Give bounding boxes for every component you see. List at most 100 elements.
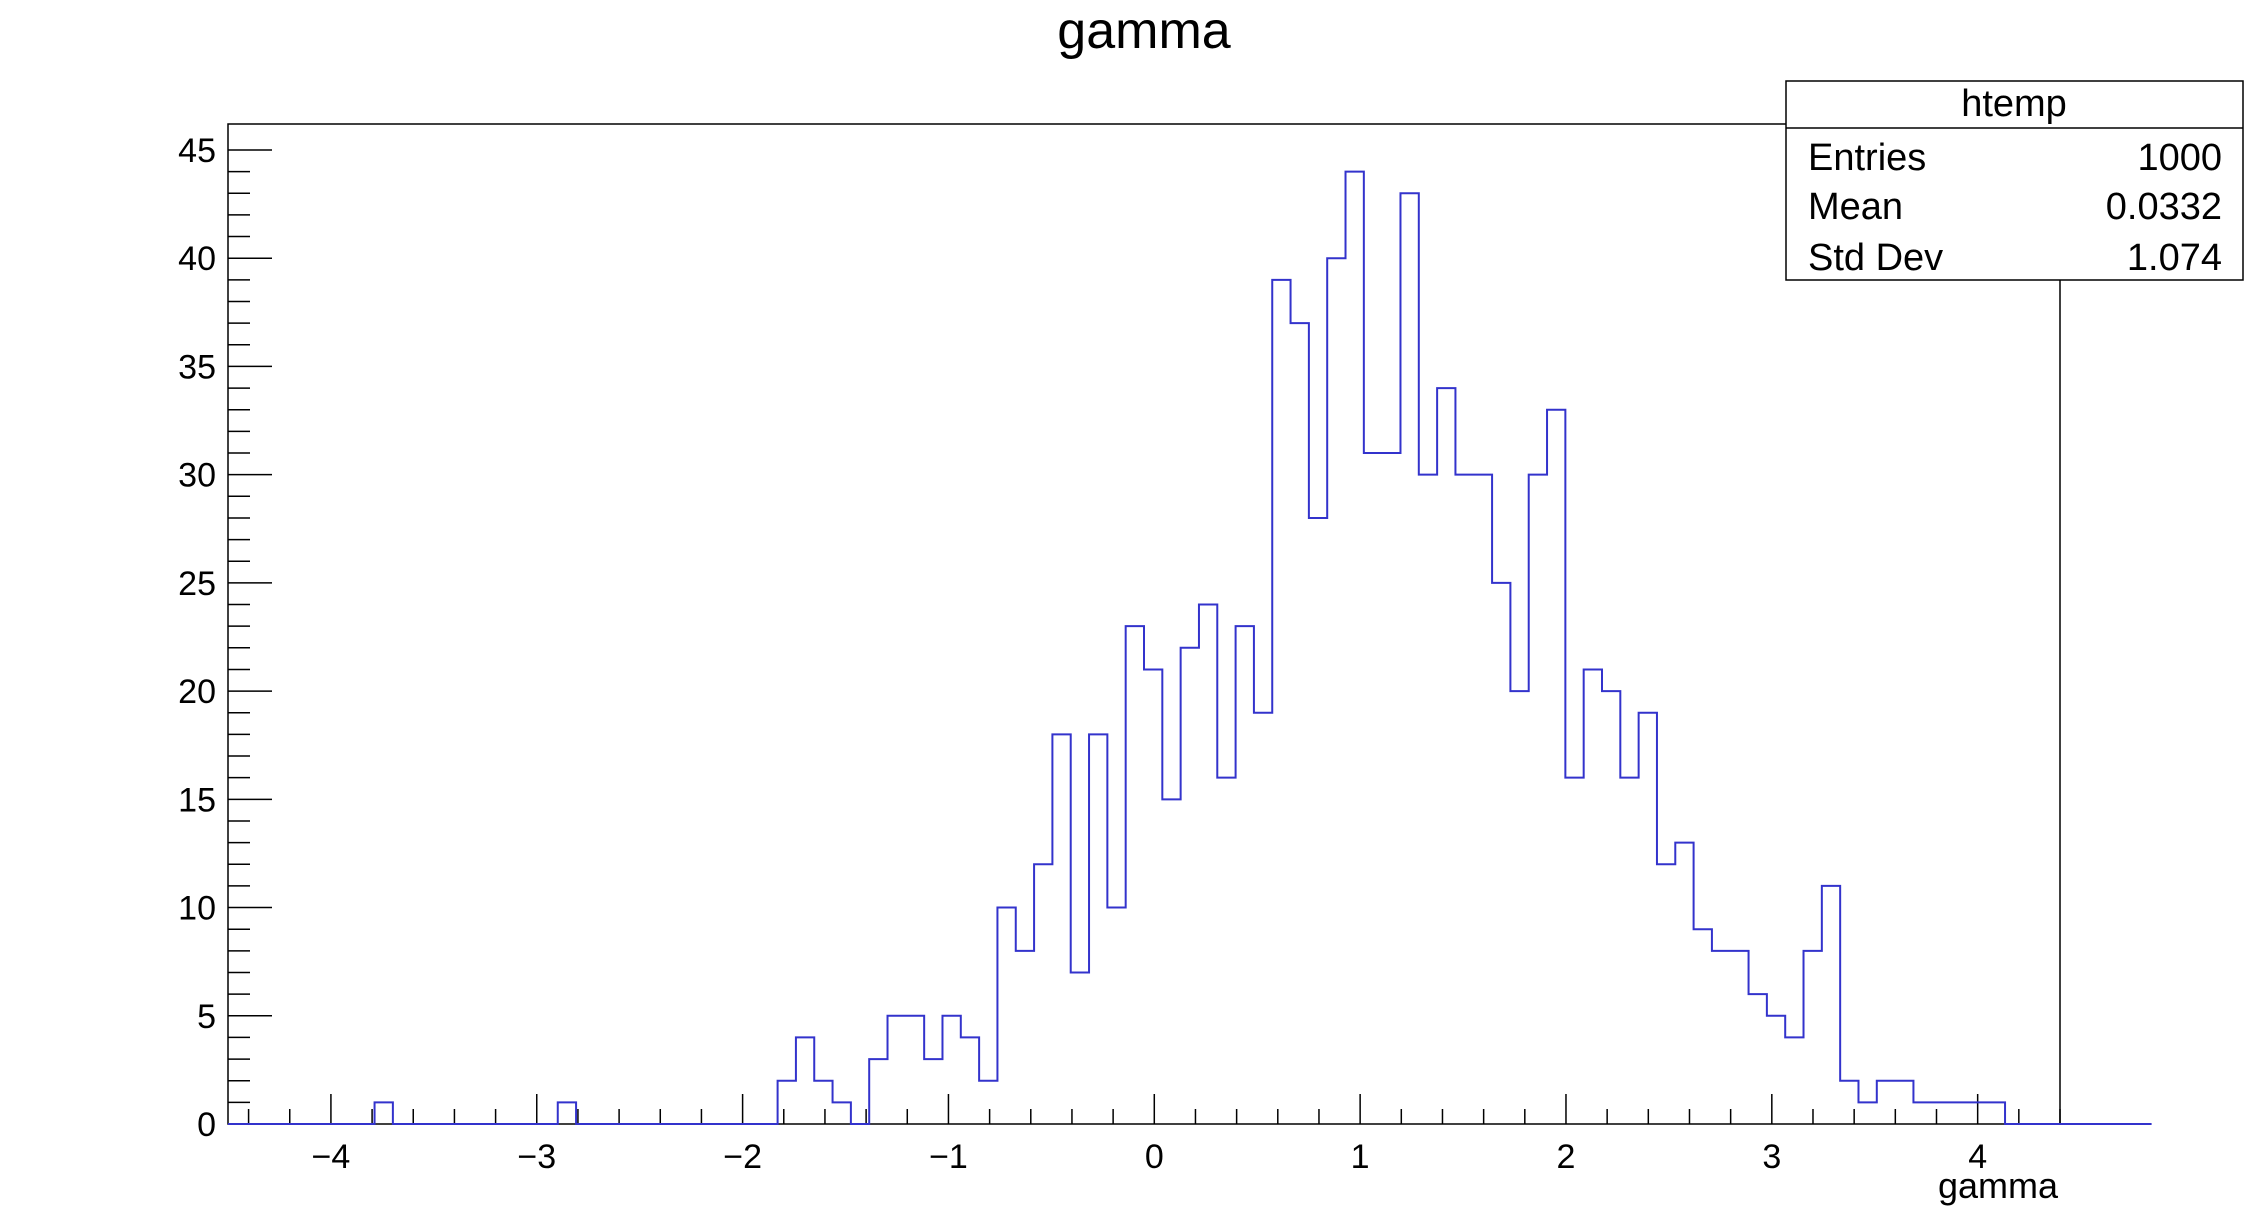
- histogram-bin: [1309, 518, 1327, 1124]
- histogram-bin: [1144, 669, 1162, 1124]
- x-tick-label: 1: [1351, 1138, 1370, 1176]
- histogram-bin: [1126, 626, 1144, 1124]
- histogram-bin: [1364, 453, 1382, 1124]
- histogram-bin: [1382, 453, 1400, 1124]
- histogram-bin: [1254, 713, 1272, 1124]
- histogram-bin: [1400, 193, 1418, 1124]
- stats-entries-label: Entries: [1808, 137, 1926, 179]
- histogram-bin: [1217, 778, 1235, 1124]
- histogram-bin: [1858, 1102, 1876, 1124]
- chart-title: gamma: [1057, 2, 1230, 60]
- stats-mean-label: Mean: [1808, 186, 1903, 228]
- histogram-bin: [1016, 951, 1034, 1124]
- x-tick-label: 0: [1145, 1138, 1164, 1176]
- histogram-bin: [1767, 1016, 1785, 1124]
- histogram-bin: [1199, 605, 1217, 1124]
- histogram-bin: [558, 1102, 576, 1124]
- histogram-bin: [1657, 864, 1675, 1124]
- histogram-bin: [1437, 388, 1455, 1124]
- histogram-bin: [1840, 1081, 1858, 1124]
- y-tick-label: 5: [197, 998, 216, 1036]
- histogram-bin: [1419, 475, 1437, 1124]
- histogram-bin: [1785, 1037, 1803, 1124]
- x-tick-label: −4: [312, 1138, 351, 1176]
- stats-title: htemp: [1961, 83, 2067, 125]
- stats-mean-value: 0.0332: [2106, 186, 2222, 228]
- histogram-bin: [1877, 1081, 1895, 1124]
- x-axis: −4 −3 −2 −1 0 1 2 3 4: [247, 1094, 2061, 1176]
- y-tick-label: 40: [178, 240, 216, 278]
- histogram-bin: [1584, 669, 1602, 1124]
- histogram-bin: [942, 1016, 960, 1124]
- histogram-bin: [1510, 691, 1528, 1124]
- histogram-bin: [1694, 929, 1712, 1124]
- histogram-bin: [1089, 734, 1107, 1124]
- x-tick-label: −1: [929, 1138, 968, 1176]
- histogram-bin: [1913, 1102, 1931, 1124]
- stats-entries-value: 1000: [2137, 137, 2222, 179]
- y-tick-label: 15: [178, 781, 216, 819]
- histogram-bin: [1107, 908, 1125, 1124]
- histogram-bin: [1712, 951, 1730, 1124]
- histogram-bin: [1804, 951, 1822, 1124]
- histogram-bin: [1895, 1081, 1913, 1124]
- stats-stddev-value: 1.074: [2127, 237, 2222, 279]
- y-tick-label: 45: [178, 132, 216, 170]
- x-axis-title: gamma: [1938, 1165, 2059, 1206]
- y-tick-label: 35: [178, 348, 216, 386]
- x-tick-label: 2: [1557, 1138, 1576, 1176]
- y-tick-label: 10: [178, 890, 216, 928]
- histogram-bin: [1181, 648, 1199, 1124]
- histogram-bin: [906, 1016, 924, 1124]
- stats-box: htemp Entries 1000 Mean 0.0332 Std Dev 1…: [1785, 80, 2244, 281]
- histogram-bin: [1162, 799, 1180, 1124]
- histogram-bin: [1529, 475, 1547, 1124]
- stats-stddev-label: Std Dev: [1808, 237, 1943, 279]
- x-tick-label: −2: [723, 1138, 762, 1176]
- histogram-bin: [1346, 172, 1364, 1124]
- histogram-bin: [1547, 410, 1565, 1124]
- histogram-bin: [997, 908, 1015, 1124]
- histogram-bin: [1932, 1102, 1950, 1124]
- histogram-bin: [1071, 972, 1089, 1124]
- histogram-bin: [833, 1102, 851, 1124]
- x-tick-label: −3: [517, 1138, 556, 1176]
- histogram-bin: [961, 1037, 979, 1124]
- histogram-bin: [1291, 323, 1309, 1124]
- x-tick-label: 3: [1762, 1138, 1781, 1176]
- histogram-bin: [796, 1037, 814, 1124]
- histogram-bin: [778, 1081, 796, 1124]
- histogram-bin: [1052, 734, 1070, 1124]
- y-tick-label: 25: [178, 565, 216, 603]
- histogram-bin: [1675, 843, 1693, 1124]
- histogram-bin: [1749, 994, 1767, 1124]
- y-axis: 0 5 10 15 20 25 30 35 40 45: [178, 132, 272, 1144]
- histogram-bin: [1639, 713, 1657, 1124]
- histogram-bin: [924, 1059, 942, 1124]
- x-tick-label: 4: [1968, 1138, 1987, 1176]
- histogram-bin: [1474, 475, 1492, 1124]
- histogram-bin: [888, 1016, 906, 1124]
- histogram-bin: [1034, 864, 1052, 1124]
- histogram-bin: [869, 1059, 887, 1124]
- histogram-bin: [375, 1102, 393, 1124]
- histogram-bin: [1602, 691, 1620, 1124]
- histogram-outline: [228, 170, 2152, 1125]
- plot-frame: [227, 123, 2061, 1125]
- histogram-bin: [1327, 258, 1345, 1124]
- histogram-bin: [979, 1081, 997, 1124]
- histogram-bin: [1822, 886, 1840, 1124]
- histogram-bin: [1730, 951, 1748, 1124]
- y-tick-label: 0: [197, 1106, 216, 1144]
- histogram-bin: [1565, 778, 1583, 1124]
- histogram-bin: [1950, 1102, 1968, 1124]
- histogram-bin: [1620, 778, 1638, 1124]
- histogram-bin: [1272, 280, 1290, 1124]
- y-tick-label: 30: [178, 457, 216, 495]
- histogram-bin: [1236, 626, 1254, 1124]
- histogram-bin: [814, 1081, 832, 1124]
- histogram-bin: [1492, 583, 1510, 1124]
- y-tick-label: 20: [178, 673, 216, 711]
- histogram-bin: [1455, 475, 1473, 1124]
